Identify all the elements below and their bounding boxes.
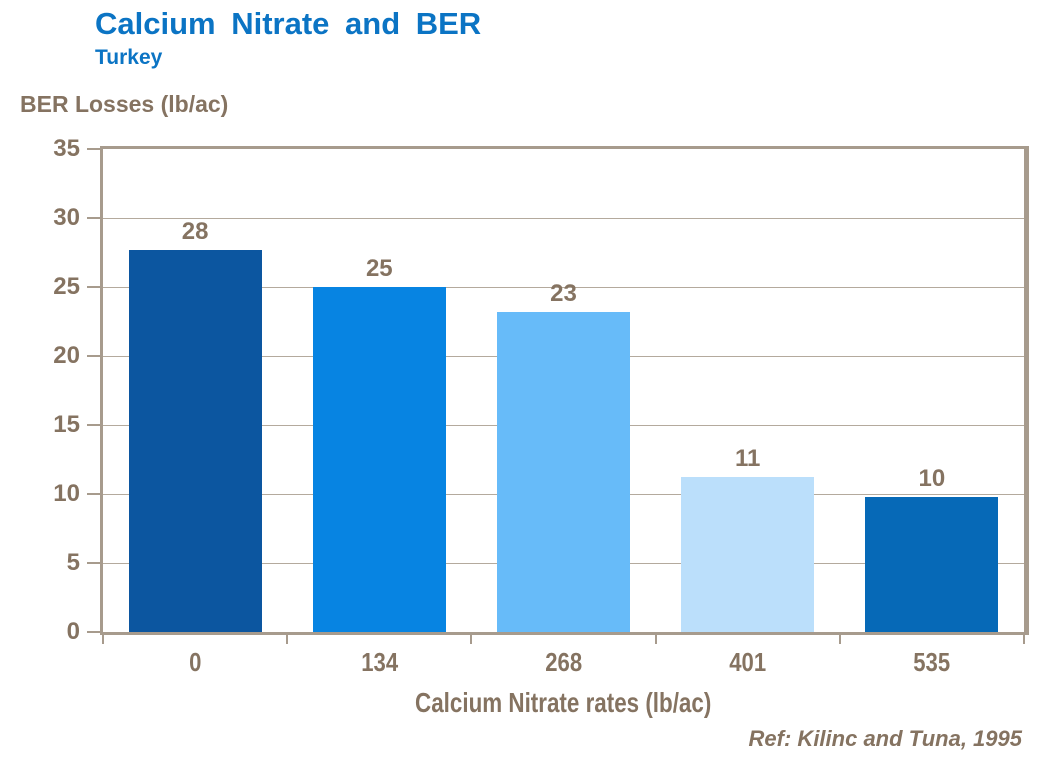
- x-tick-mark-4: [838, 635, 841, 644]
- y-tick-mark-10: [87, 493, 100, 495]
- y-tick-mark-15: [87, 424, 100, 426]
- x-tick-label-text: 268: [545, 647, 582, 677]
- x-tick-label-text: 0: [188, 647, 202, 677]
- x-tick-mark-1: [286, 635, 289, 644]
- x-tick-label-401: 401: [656, 648, 840, 676]
- y-tick-label-10: 10: [53, 480, 80, 507]
- y-tick-mark-25: [87, 286, 100, 288]
- x-tick-label-text: 535: [913, 647, 951, 677]
- bar-value-label-134: 25: [365, 255, 393, 282]
- chart-subtitle: Turkey: [95, 46, 163, 69]
- bar-0: [128, 249, 262, 632]
- x-tick-mark-0: [102, 635, 104, 644]
- chart-title: Calcium Nitrate and BER: [95, 6, 482, 41]
- bar-value-label-401: 11: [735, 445, 761, 473]
- bar-value-label-535: 10: [918, 464, 946, 492]
- x-tick-label-535: 535: [840, 648, 1024, 676]
- x-tick-label-text: 401: [729, 647, 767, 677]
- y-tick-mark-5: [87, 562, 100, 564]
- bar-134: [312, 287, 446, 632]
- bar-535: [865, 496, 999, 632]
- y-axis-title: BER Losses (lb/ac): [20, 91, 229, 117]
- x-tick-label-0: 0: [103, 648, 287, 676]
- plot-area: 28 25 23 11 10: [100, 146, 1029, 635]
- x-tick-label-text: 134: [360, 647, 398, 677]
- y-tick-label-0: 0: [66, 618, 80, 645]
- bar-value-label-268: 23: [550, 279, 577, 307]
- gridline-30: [103, 217, 1024, 219]
- gridline-25: [103, 286, 1024, 288]
- x-tick-label-134: 134: [287, 648, 471, 676]
- y-tick-label-5: 5: [66, 549, 80, 576]
- y-tick-label-25: 25: [53, 273, 80, 300]
- y-tick-mark-20: [87, 355, 100, 357]
- y-tick-label-20: 20: [53, 342, 80, 369]
- bar-268: [497, 311, 630, 632]
- y-tick-mark-0: [87, 631, 100, 633]
- y-tick-label-30: 30: [53, 204, 80, 231]
- x-axis-title-text: Calcium Nitrate rates (lb/ac): [414, 687, 712, 718]
- reference-note: Ref: Kilinc and Tuna, 1995: [748, 726, 1022, 751]
- x-tick-mark-5: [1023, 635, 1025, 644]
- y-tick-label-35: 35: [53, 135, 80, 162]
- x-tick-mark-3: [654, 635, 657, 644]
- bar-value-label-0: 28: [181, 217, 209, 245]
- y-tick-label-15: 15: [53, 411, 80, 438]
- y-tick-mark-35: [87, 148, 100, 150]
- y-tick-mark-30: [87, 217, 100, 219]
- bar-401: [681, 477, 815, 632]
- x-tick-mark-2: [470, 635, 473, 644]
- x-tick-label-268: 268: [471, 648, 655, 676]
- x-axis-title: Calcium Nitrate rates (lb/ac): [100, 687, 1026, 719]
